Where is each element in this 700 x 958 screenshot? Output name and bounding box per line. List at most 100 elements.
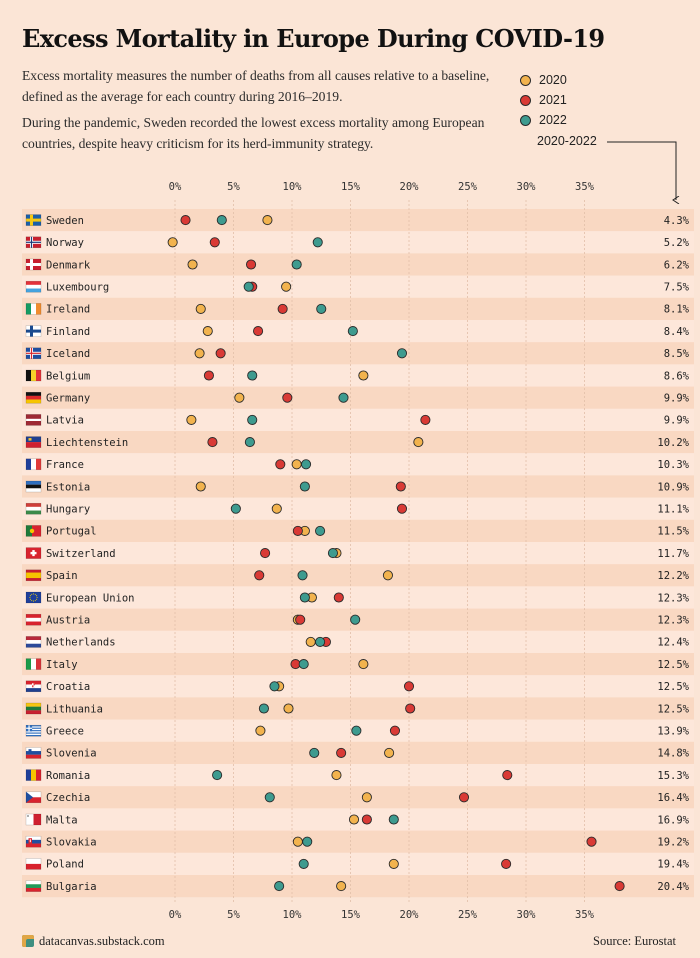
dot-2021 (207, 437, 218, 448)
dot-2022 (299, 592, 310, 603)
legend-item-2020: 2020 (519, 70, 567, 90)
dot-2021 (209, 237, 220, 248)
flag-icon-estonia (25, 480, 42, 493)
x-tick-label-top: 20% (400, 181, 420, 193)
dot-2020 (348, 814, 360, 825)
dot-2021 (361, 814, 372, 825)
dot-2022 (297, 570, 308, 581)
row-band (22, 519, 694, 542)
description-paragraph-1: Excess mortality measures the number of … (22, 68, 490, 104)
x-tick-label-bottom: 0% (169, 909, 182, 921)
dot-2020 (283, 703, 294, 714)
dot-2022 (327, 548, 339, 559)
row-band (22, 697, 694, 720)
country-label: Greece (46, 726, 84, 738)
total-value-label: 15.3% (657, 770, 689, 782)
x-tick-label-top: 5% (227, 181, 240, 193)
country-label: Switzerland (46, 548, 116, 560)
row-band (22, 408, 694, 431)
dot-2020 (292, 836, 303, 847)
total-value-label: 20.4% (657, 881, 689, 893)
total-value-label: 4.3% (664, 215, 690, 227)
dot-2021 (502, 770, 513, 781)
dot-2022 (300, 459, 312, 470)
legend-dot-2022 (520, 115, 531, 126)
country-label: Malta (46, 814, 78, 826)
country-label: Latvia (46, 415, 84, 427)
country-label: Hungary (46, 504, 90, 516)
dot-2022 (230, 503, 241, 514)
dot-2020 (388, 858, 399, 869)
total-value-label: 14.8% (657, 748, 689, 760)
x-tick-label-top: 15% (341, 181, 361, 193)
dot-2020 (358, 370, 369, 381)
flag-icon-bulgaria (25, 880, 42, 892)
dot-2020 (382, 570, 393, 581)
total-value-label: 8.4% (664, 326, 690, 338)
dot-2021 (403, 681, 415, 692)
dot-2020 (384, 747, 395, 758)
country-label: Poland (46, 859, 84, 871)
chart-title: Excess Mortality in Europe During COVID-… (22, 24, 605, 53)
total-value-label: 12.2% (657, 570, 689, 582)
row-band (22, 875, 694, 898)
row-band (22, 364, 694, 387)
x-tick-label-top: 10% (283, 181, 303, 193)
x-tick-label-bottom: 10% (283, 909, 303, 921)
dot-2021 (295, 614, 306, 625)
total-value-label: 9.9% (664, 415, 690, 427)
dot-2022 (388, 814, 399, 825)
flag-icon-portugal (25, 525, 42, 537)
country-label: Belgium (46, 370, 90, 382)
dot-2022 (315, 636, 326, 647)
country-label: Czechia (46, 792, 90, 804)
legend-label-2022: 2022 (539, 113, 567, 127)
dot-2022 (264, 792, 275, 803)
dot-2022 (396, 348, 408, 359)
row-band (22, 586, 694, 609)
row-band (22, 253, 694, 276)
dot-2021 (282, 392, 293, 403)
country-label: Ireland (46, 304, 90, 316)
dot-2020 (361, 792, 372, 803)
total-value-label: 12.5% (657, 681, 689, 693)
dot-2020 (167, 237, 178, 248)
dot-2020 (186, 414, 197, 425)
dot-2020 (262, 215, 273, 226)
dot-2020 (194, 348, 205, 359)
flag-icon-latvia (25, 414, 42, 426)
dot-2022 (247, 414, 258, 425)
dot-2021 (333, 592, 344, 603)
total-value-label: 12.5% (657, 703, 689, 715)
total-value-label: 11.5% (657, 526, 689, 538)
x-tick-label-bottom: 5% (227, 909, 240, 921)
flag-icon-slovakia (25, 835, 42, 848)
flag-icon-eu (25, 591, 42, 604)
row-band (22, 675, 694, 698)
footer-site-text: datacanvas.substack.com (39, 934, 165, 948)
flag-icon-austria (25, 613, 42, 626)
dot-2020 (413, 437, 424, 448)
dot-2022 (347, 326, 358, 337)
total-value-label: 8.5% (664, 348, 690, 360)
dot-2020 (202, 326, 213, 337)
country-label: Italy (46, 659, 78, 671)
total-value-label: 16.4% (657, 792, 689, 804)
dot-2022 (243, 281, 254, 292)
footer-source-site: datacanvas.substack.com (22, 934, 165, 949)
dot-2021 (396, 503, 408, 514)
dot-2021 (203, 370, 214, 381)
x-tick-label-bottom: 30% (517, 909, 537, 921)
dot-2021 (336, 747, 347, 758)
row-band (22, 653, 694, 676)
country-label: Romania (46, 770, 90, 782)
flag-icon-romania (25, 769, 42, 781)
country-label: Sweden (46, 215, 84, 227)
row-band (22, 741, 694, 764)
flag-icon-sweden (25, 214, 42, 226)
country-label: Slovakia (46, 837, 97, 849)
country-label: France (46, 459, 84, 471)
datacanvas-logo-icon (22, 935, 34, 947)
total-value-label: 10.2% (657, 437, 689, 449)
total-value-label: 7.5% (664, 282, 690, 294)
